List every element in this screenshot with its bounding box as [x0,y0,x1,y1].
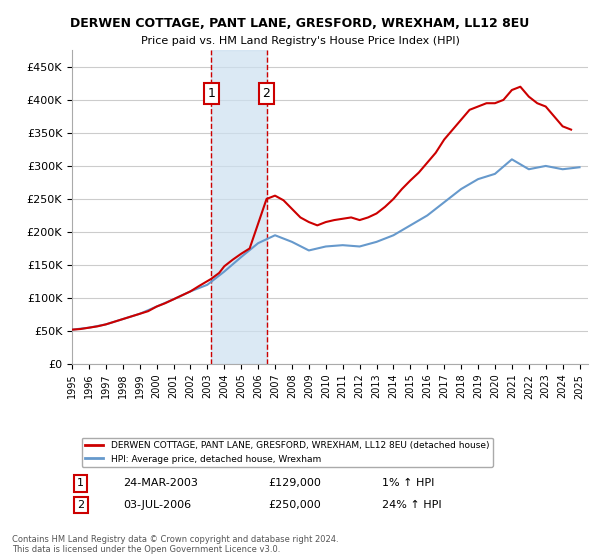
Text: 2: 2 [263,87,271,100]
Text: DERWEN COTTAGE, PANT LANE, GRESFORD, WREXHAM, LL12 8EU: DERWEN COTTAGE, PANT LANE, GRESFORD, WRE… [70,17,530,30]
Text: £250,000: £250,000 [268,500,321,510]
Text: 1: 1 [207,87,215,100]
Text: 1: 1 [77,478,84,488]
Text: Contains HM Land Registry data © Crown copyright and database right 2024.
This d: Contains HM Land Registry data © Crown c… [12,535,338,554]
Text: Price paid vs. HM Land Registry's House Price Index (HPI): Price paid vs. HM Land Registry's House … [140,36,460,46]
Text: 24-MAR-2003: 24-MAR-2003 [124,478,199,488]
Text: 03-JUL-2006: 03-JUL-2006 [124,500,192,510]
Legend: DERWEN COTTAGE, PANT LANE, GRESFORD, WREXHAM, LL12 8EU (detached house), HPI: Av: DERWEN COTTAGE, PANT LANE, GRESFORD, WRE… [82,437,493,467]
Bar [211,50,266,364]
Text: 24% ↑ HPI: 24% ↑ HPI [382,500,441,510]
Text: £129,000: £129,000 [268,478,321,488]
Text: 1% ↑ HPI: 1% ↑ HPI [382,478,434,488]
Text: 2: 2 [77,500,84,510]
